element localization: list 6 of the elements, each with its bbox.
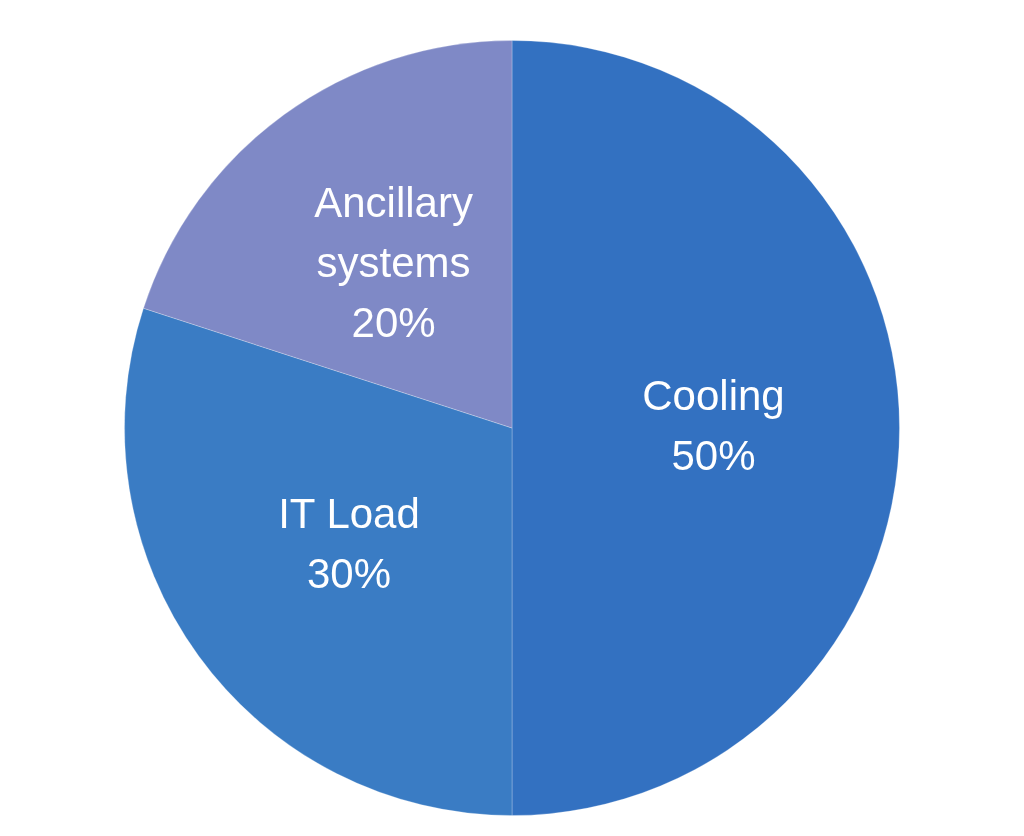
data-label: 50% — [671, 431, 756, 479]
slice-label: Ancillary systems — [314, 178, 473, 286]
data-label: 30% — [306, 550, 392, 598]
slice-label: Cooling — [642, 371, 785, 419]
data-label: 20% — [351, 298, 436, 346]
slice-label: IT Load — [278, 490, 420, 538]
